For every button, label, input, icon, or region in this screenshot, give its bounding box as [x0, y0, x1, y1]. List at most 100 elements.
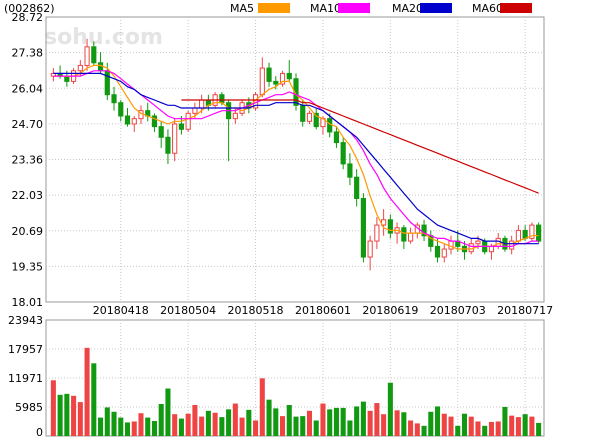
volume-bar-down: [354, 406, 360, 436]
volume-bar-down: [111, 411, 117, 436]
candle-up: [515, 229, 522, 242]
volume-bar-down: [64, 393, 70, 436]
time-tick-label: 20180601: [295, 304, 351, 317]
candle-down: [97, 62, 104, 72]
candle-down: [421, 224, 427, 237]
candle-down: [178, 123, 185, 130]
candle-down: [387, 219, 393, 234]
volume-bar-down: [145, 417, 151, 436]
volume-bar-up: [77, 402, 83, 436]
legend-label-ma20: MA20: [392, 2, 423, 15]
volume-bar-up: [515, 417, 521, 436]
candle-up: [495, 237, 501, 247]
volume-bar-up: [441, 413, 447, 436]
legend-swatch-ma60: [500, 3, 532, 13]
volume-bar-down: [205, 410, 211, 436]
volume-bar-up: [414, 423, 420, 436]
volume-bar-up: [509, 415, 515, 436]
volume-bar-down: [104, 407, 110, 436]
volume-bar-up: [394, 410, 400, 436]
price-tick-label: 22.03: [12, 189, 44, 202]
volume-bar-down: [300, 416, 306, 436]
stock-code: (002862): [4, 2, 55, 15]
volume-bar-down: [313, 420, 319, 436]
candle-up: [367, 240, 373, 258]
volume-bar-up: [84, 347, 90, 436]
candle-up: [441, 248, 447, 258]
volume-bar-down: [347, 420, 353, 436]
volume-bar-up: [50, 380, 56, 436]
volume-bar-up: [259, 378, 265, 436]
volume-bar-down: [333, 407, 339, 436]
volume-tick-label: 5985: [15, 401, 43, 414]
volume-bar-down: [455, 425, 461, 436]
volume-bar-down: [118, 417, 124, 436]
volume-bar-down: [226, 409, 232, 436]
volume-bar-down: [360, 401, 366, 436]
legend-label-ma60: MA60: [472, 2, 503, 15]
candle-down: [333, 131, 340, 144]
volume-bar-down: [293, 416, 299, 436]
candle-down: [360, 197, 366, 258]
candle-down: [111, 94, 117, 104]
volume-bar-down: [165, 388, 171, 436]
candle-down: [118, 102, 124, 117]
volume-bar-up: [185, 413, 191, 436]
time-tick-label: 20180703: [430, 304, 486, 317]
volume-bar-down: [387, 382, 393, 436]
candle-up: [509, 240, 515, 250]
price-panel: 28.72 27.38 26.04 24.70 23.36 22.03 20.69 19.35…: [12, 11, 554, 317]
volume-tick-label: 23943: [8, 314, 43, 327]
volume-bar-down: [124, 422, 131, 436]
volume-bar-down: [327, 409, 333, 436]
volume-bar-down: [151, 420, 157, 436]
volume-panel: 23943 17957 11971 5985 0: [8, 314, 545, 439]
time-tick-label: 20180619: [362, 304, 418, 317]
candle-up: [374, 224, 380, 242]
volume-bar-down: [286, 404, 292, 436]
candle-up: [529, 224, 535, 239]
candle-down: [273, 80, 279, 85]
price-tick-label: 20.69: [12, 225, 44, 238]
candle-down: [104, 70, 110, 96]
candle-up: [172, 123, 178, 154]
candle-up: [131, 118, 137, 125]
candle-up: [199, 99, 205, 109]
candle-down: [151, 115, 158, 128]
candle-down: [286, 72, 292, 80]
volume-bar-down: [522, 414, 528, 436]
candle-down: [327, 118, 333, 133]
volume-bar-up: [529, 416, 535, 436]
volume-bar-down: [435, 406, 441, 436]
candle-up: [306, 112, 313, 122]
candle-down: [158, 126, 164, 138]
time-tick-label: 20180418: [93, 304, 149, 317]
candle-down: [91, 46, 97, 64]
candle-down: [401, 227, 407, 242]
volume-bar-down: [246, 409, 252, 436]
volume-bar-up: [495, 421, 501, 436]
volume-bar-down: [461, 413, 468, 436]
price-tick-label: 28.72: [12, 11, 44, 24]
candle-up: [468, 243, 474, 253]
volume-bar-up: [374, 403, 380, 436]
watermark: sohu.com: [44, 25, 163, 50]
candle-down: [219, 94, 225, 104]
volume-bar-up: [232, 403, 238, 436]
price-tick-label: 18.01: [12, 296, 44, 309]
candle-up: [185, 112, 191, 130]
volume-bar-down: [421, 425, 427, 436]
volume-bar-up: [253, 420, 259, 436]
volume-bar-down: [158, 404, 164, 436]
volume-bar-down: [266, 399, 272, 436]
volume-bar-up: [172, 414, 178, 436]
volume-bar-down: [91, 363, 97, 436]
legend-label-ma5: MA5: [230, 2, 254, 15]
volume-bar-down: [428, 411, 434, 436]
ma-line-ma60: [181, 99, 539, 194]
volume-bar-up: [131, 421, 137, 436]
candle-up: [232, 112, 238, 120]
volume-tick-label: 0: [36, 426, 43, 439]
